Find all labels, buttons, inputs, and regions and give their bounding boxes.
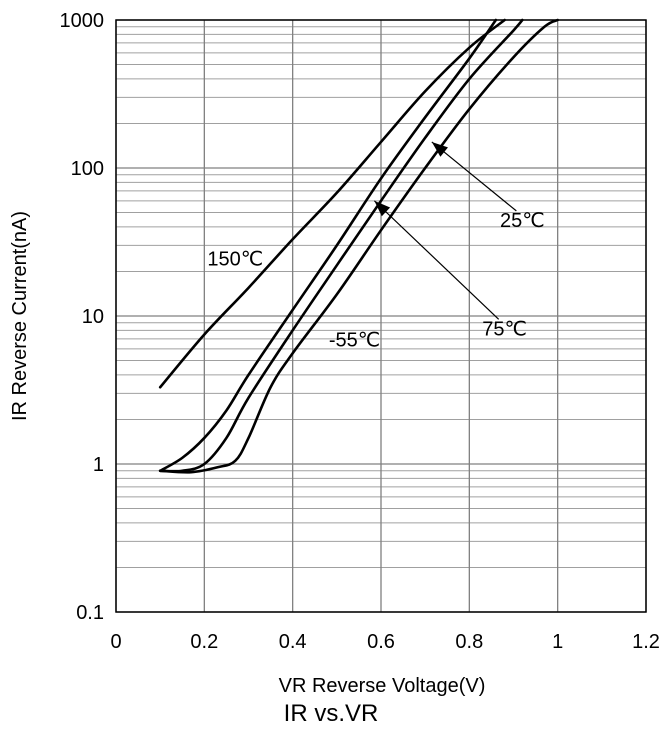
annotation-arrowhead xyxy=(374,200,391,217)
series-layer xyxy=(158,18,559,474)
chart-title: IR vs.VR xyxy=(283,700,379,727)
x-tick-label: 0.6 xyxy=(367,631,395,653)
ticks-layer: 0 0.2 0.4 0.6 0.8 1 1.2 0.1 1 10 100 1000 xyxy=(60,10,660,653)
plot-frame xyxy=(115,19,647,613)
series-line xyxy=(158,18,506,389)
grid-layer xyxy=(115,19,647,613)
series-line xyxy=(158,18,559,474)
ir-vs-vr-chart: 150℃ -55℃ 25℃ 75℃ 0 0.2 0.4 0.6 0.8 1 1.2 0.1 1 10 10… xyxy=(9,10,660,697)
annotation-layer: 150℃ -55℃ 25℃ 75℃ xyxy=(207,141,545,352)
x-tick-label: 0.2 xyxy=(190,631,218,653)
annotation-arrowhead xyxy=(431,141,448,157)
x-tick-label: 0.8 xyxy=(455,631,483,653)
series-annotation-label: 150℃ xyxy=(207,248,263,270)
y-tick-label: 10 xyxy=(82,306,104,328)
annotation-arrow-line xyxy=(431,141,517,212)
series-line xyxy=(158,18,524,473)
x-axis-label: VR Reverse Voltage(V) xyxy=(279,675,486,697)
y-tick-label: 1 xyxy=(93,454,104,476)
y-tick-label: 1000 xyxy=(60,10,105,32)
y-tick-label: 100 xyxy=(71,158,104,180)
y-tick-label: 0.1 xyxy=(76,602,104,624)
x-tick-label: 1.2 xyxy=(632,631,660,653)
y-axis-label: IR Reverse Current(nA) xyxy=(9,211,31,421)
series-line xyxy=(158,18,498,473)
series-annotation-label: -55℃ xyxy=(329,330,380,352)
series-annotation-label: 75℃ xyxy=(482,318,527,340)
x-tick-label: 0 xyxy=(110,631,121,653)
x-tick-label: 0.4 xyxy=(279,631,307,653)
annotation-arrow-line xyxy=(373,200,500,320)
series-annotation-label: 25℃ xyxy=(500,210,545,232)
x-tick-label: 1 xyxy=(552,631,563,653)
